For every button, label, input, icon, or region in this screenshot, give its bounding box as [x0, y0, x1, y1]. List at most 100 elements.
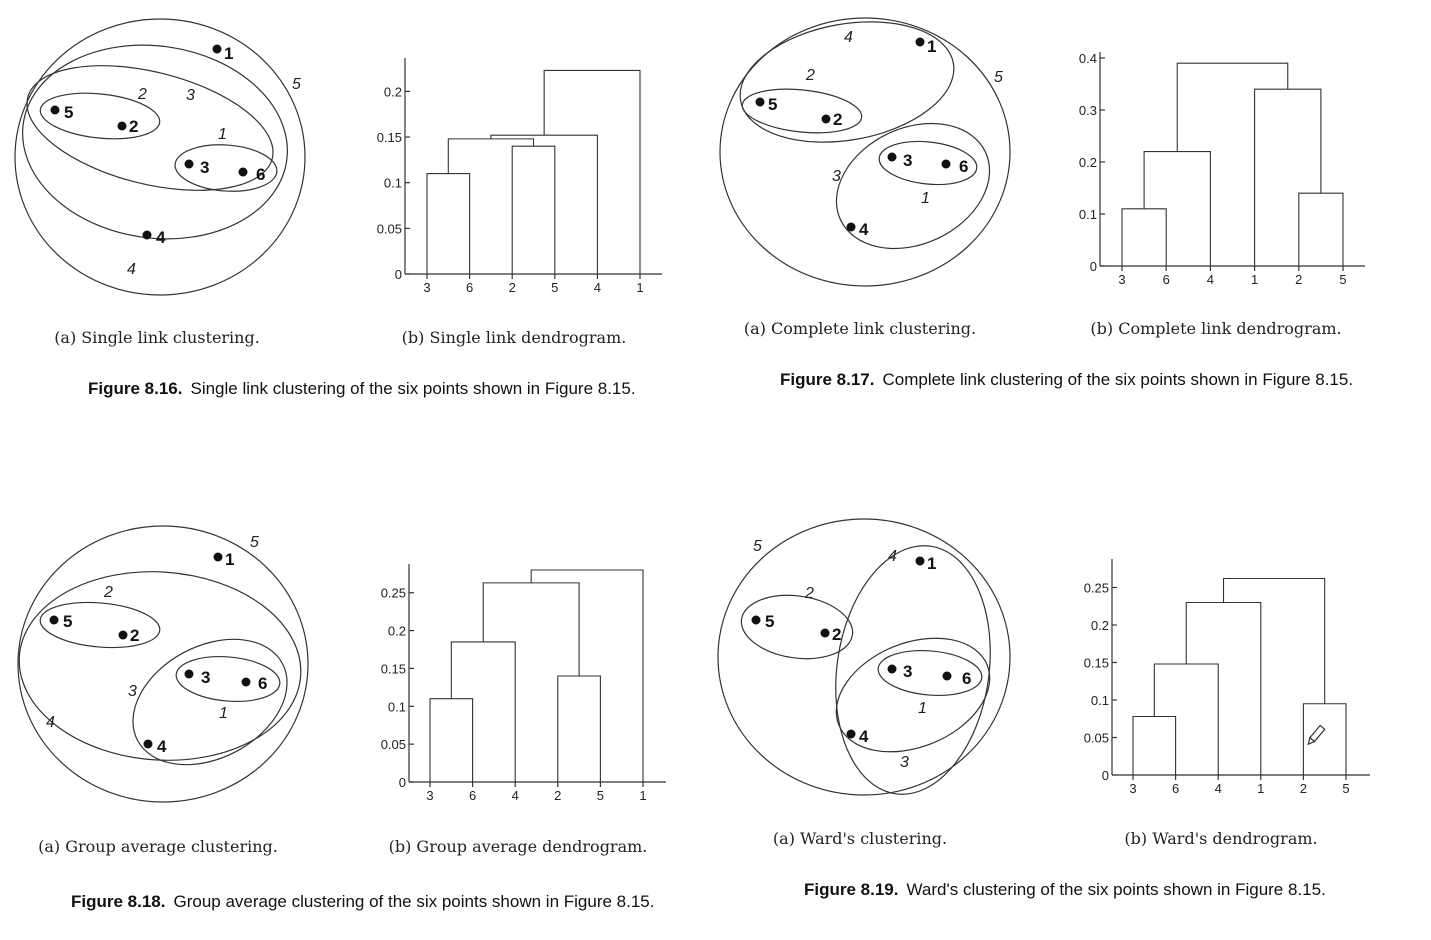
fig818-point-label: 1	[225, 550, 234, 569]
fig819-y-tick-label: 0.05	[1084, 731, 1109, 746]
fig818-cluster-3	[132, 638, 288, 766]
fig819-dendrogram: 0 0.05 0.1 0.15 0.2 0.25 3 6 4 1 2 5	[1084, 559, 1370, 796]
fig819-point-5	[751, 615, 761, 625]
fig819-cluster-5	[717, 518, 1011, 796]
fig818-cluster-label: 4	[46, 714, 55, 731]
fig817-point-4	[846, 222, 856, 232]
fig817-point-1	[915, 37, 925, 47]
fig818-caption-b: (b) Group average dendrogram.	[389, 837, 648, 856]
fig817-cluster-3	[835, 122, 991, 250]
fig819-dendrogram-link	[1153, 663, 1219, 775]
fig816-y-tick-label: 0	[395, 267, 402, 282]
fig816-cluster-5	[14, 18, 306, 296]
fig819-point-1	[915, 556, 925, 566]
fig818-y-tick-label: 0.15	[381, 661, 406, 676]
pencil-cursor-icon	[1307, 724, 1326, 746]
fig816-cluster-label: 5	[292, 76, 301, 93]
fig816-cluster-label: 1	[218, 126, 227, 143]
fig819-y-tick-label: 0.2	[1091, 618, 1109, 633]
fig816-clustering-panel: 1 2 3 4 5 6 1 2 3 4 5	[14, 18, 306, 296]
fig817-leaf-label: 2	[1295, 272, 1302, 287]
fig819-leaf-label: 1	[1257, 781, 1264, 796]
fig817-y-tick-label: 0.1	[1079, 207, 1097, 222]
fig817-dendrogram-link	[1176, 62, 1289, 152]
fig816-leaf-label: 2	[509, 280, 516, 295]
fig818-leaf-label: 4	[512, 788, 519, 803]
fig819-point-3	[887, 664, 897, 674]
fig819-cluster-label: 1	[918, 700, 927, 717]
fig818-y-tick-label: 0.2	[388, 624, 406, 639]
fig818-y-tick-label: 0.25	[381, 586, 406, 601]
fig816-leaf-label: 1	[636, 280, 643, 295]
fig819-leaf-label: 2	[1300, 781, 1307, 796]
fig819-point-label: 6	[962, 669, 971, 688]
fig817-caption-a: (a) Complete link clustering.	[744, 319, 976, 338]
fig819-point-label: 2	[832, 625, 841, 644]
fig816-dendrogram-link	[511, 145, 556, 274]
fig817-cluster-label: 3	[832, 168, 841, 185]
fig819-dendrogram-link	[1132, 715, 1177, 775]
fig817-point-6	[941, 159, 951, 169]
fig816-leaf-label: 3	[423, 280, 430, 295]
fig816-y-tick-label: 0.2	[384, 84, 402, 99]
fig817-y-tick-label: 0.3	[1079, 103, 1097, 118]
fig818-y-tick-label: 0	[399, 775, 406, 790]
fig816-cluster-label: 4	[127, 261, 136, 278]
fig817-figure-text: Complete link clustering of the six poin…	[882, 370, 1353, 389]
fig816-cluster-3	[26, 65, 274, 191]
fig819-point-label: 3	[903, 662, 912, 681]
fig818-point-label: 3	[201, 668, 210, 687]
fig816-y-tick-label: 0.15	[377, 130, 402, 145]
fig816-point-3	[184, 159, 194, 169]
fig818-figure-number: Figure 8.18.	[71, 892, 165, 911]
fig816-point-2	[117, 121, 127, 131]
fig817-point-2	[821, 114, 831, 124]
fig818-leaf-label: 6	[469, 788, 476, 803]
fig816-figure-number: Figure 8.16.	[88, 379, 182, 398]
fig819-dendrogram-link	[1222, 577, 1326, 704]
fig817-point-label: 5	[768, 95, 777, 114]
fig818-dendrogram-link	[450, 641, 516, 782]
fig816-caption-b: (b) Single link dendrogram.	[402, 328, 627, 347]
fig816-point-1	[212, 44, 222, 54]
fig817-dendrogram-link	[1298, 192, 1344, 266]
fig818-dendrogram-link	[557, 675, 601, 782]
fig817-cluster-label: 2	[805, 67, 815, 84]
fig819-point-2	[820, 628, 830, 638]
fig819-cluster-4	[835, 545, 991, 795]
fig818-dendrogram: 0 0.05 0.1 0.15 0.2 0.25 3 6 4 2 5 1	[381, 564, 666, 803]
fig816-point-4	[142, 230, 152, 240]
fig819-cluster-2	[740, 594, 854, 660]
fig819-cluster-1	[877, 650, 983, 696]
fig818-point-5	[49, 615, 59, 625]
fig817-dendrogram-link	[1254, 88, 1322, 266]
fig817-cluster-label: 4	[844, 29, 853, 46]
fig816-y-tick-label: 0.1	[384, 176, 402, 191]
fig819-leaf-label: 5	[1342, 781, 1349, 796]
fig819-leaf-label: 4	[1215, 781, 1222, 796]
fig819-cluster-label: 4	[888, 548, 897, 565]
fig819-clustering-panel: 1 2 3 4 5 6 1 2 3 4 5	[717, 518, 1011, 796]
fig817-leaf-label: 5	[1339, 272, 1346, 287]
fig819-dendrogram-link	[1185, 601, 1262, 775]
fig816-leaf-label: 5	[551, 280, 558, 295]
fig818-cluster-label: 5	[250, 534, 259, 551]
fig818-point-2	[118, 630, 128, 640]
fig818-cluster-2	[39, 601, 161, 649]
fig818-point-label: 6	[258, 674, 267, 693]
fig816-point-label: 6	[256, 165, 265, 184]
fig816-point-label: 4	[156, 228, 166, 247]
fig817-cluster-label: 1	[921, 190, 930, 207]
fig819-figure-caption: Figure 8.19. Ward's clustering of the six…	[804, 880, 1326, 899]
fig817-leaf-label: 3	[1118, 272, 1125, 287]
fig819-point-6	[942, 671, 952, 681]
fig817-point-label: 2	[833, 110, 842, 129]
fig817-caption-b: (b) Complete link dendrogram.	[1090, 319, 1341, 338]
fig817-leaf-label: 1	[1251, 272, 1258, 287]
fig816-point-5	[50, 105, 60, 115]
fig818-dendrogram-link	[482, 582, 580, 676]
fig817-figure-number: Figure 8.17.	[780, 370, 874, 389]
fig817-point-label: 1	[927, 37, 936, 56]
fig818-point-6	[241, 677, 251, 687]
